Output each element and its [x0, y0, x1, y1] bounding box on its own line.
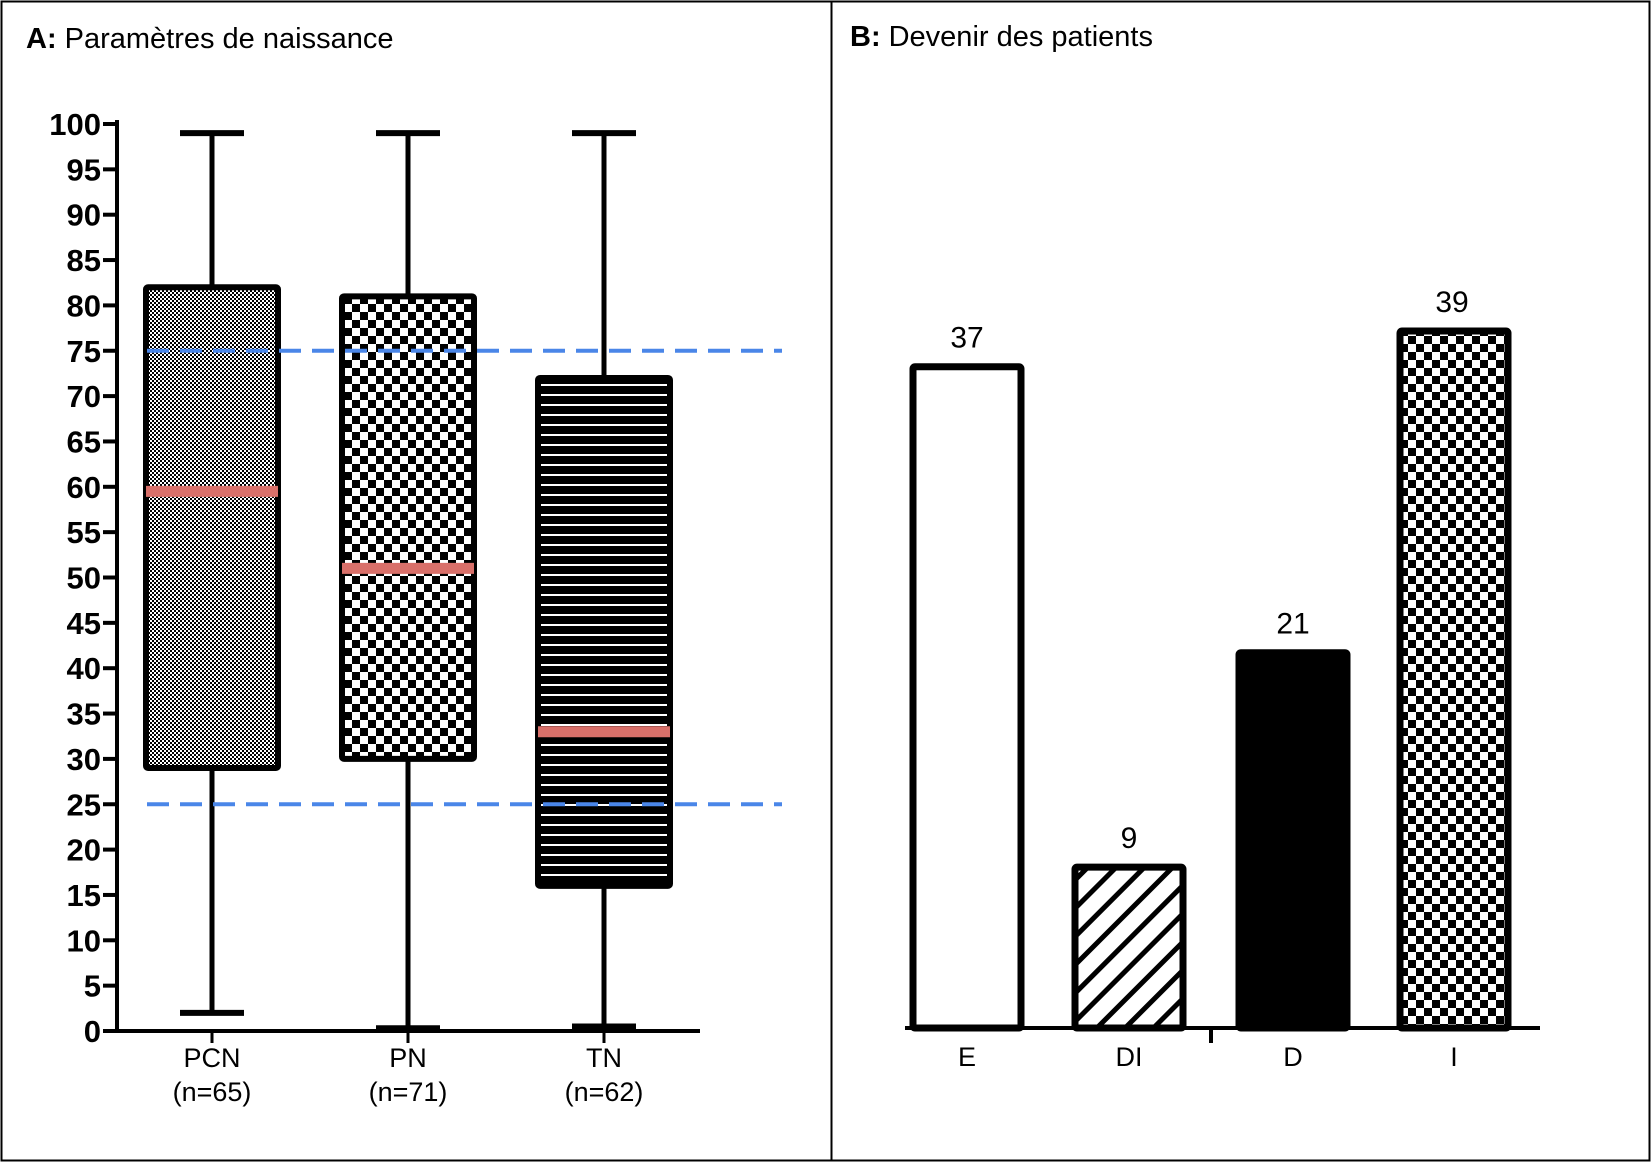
y-tick-label: 40	[67, 651, 101, 686]
bar-i	[1396, 327, 1512, 1032]
y-tick-label: 65	[67, 424, 101, 459]
x-category-label: PN	[389, 1043, 427, 1073]
x-category-label: TN	[586, 1043, 622, 1073]
bar-chart: 37 E 9 DI 21 D 39 I	[905, 286, 1540, 1072]
panel-b-frame	[830, 0, 1651, 1162]
y-tick-label: 95	[67, 152, 101, 187]
y-tick-label: 85	[67, 243, 101, 278]
bar-value-label: 37	[950, 322, 983, 355]
y-tick-label: 50	[67, 561, 101, 596]
y-tick-label: 0	[84, 1014, 101, 1049]
bar-value-label: 21	[1276, 608, 1309, 641]
bar-value-label: 39	[1435, 286, 1468, 319]
panel-b-title-text: Devenir des patients	[889, 21, 1153, 53]
x-category-label: E	[958, 1042, 976, 1072]
y-tick-label: 55	[67, 515, 101, 550]
y-tick-label: 75	[67, 334, 101, 369]
y-tick-label: 15	[67, 878, 101, 913]
x-category-count: (n=62)	[565, 1077, 644, 1107]
bar-d	[1235, 649, 1351, 1032]
bar-di	[1071, 863, 1187, 1032]
y-tick-label: 35	[67, 697, 101, 732]
y-tick-label: 30	[67, 742, 101, 777]
box-iqr	[339, 293, 477, 762]
panel-b-title: B: Devenir des patients	[850, 21, 1153, 53]
x-category-label: PCN	[183, 1043, 240, 1073]
y-tick-label: 10	[67, 923, 101, 958]
panel-b-letter: B:	[850, 21, 881, 53]
y-tick-label: 25	[67, 787, 101, 822]
box-iqr	[535, 374, 673, 889]
panel-a-letter: A:	[26, 23, 57, 55]
y-tick-label: 5	[84, 969, 101, 1004]
bar-e	[909, 363, 1025, 1032]
y-tick-label: 80	[67, 288, 101, 323]
box-pcn	[143, 130, 281, 1016]
y-tick-label: 20	[67, 833, 101, 868]
box-iqr	[143, 284, 281, 771]
bar-value-label: 9	[1121, 822, 1138, 855]
x-category-label: DI	[1116, 1042, 1143, 1072]
panel-a-title-text: Paramètres de naissance	[65, 23, 394, 55]
y-tick-label: 100	[49, 107, 101, 142]
y-tick-label: 45	[67, 606, 101, 641]
y-tick-label: 90	[67, 198, 101, 233]
panel-a-title: A: Paramètres de naissance	[26, 23, 393, 55]
x-category-count: (n=71)	[369, 1077, 448, 1107]
x-category-label: D	[1283, 1042, 1303, 1072]
x-category-label: I	[1450, 1042, 1458, 1072]
box-plot-chart: 0 5 10 15 20 25 30 35 40 45 50 55 60 65 70 75 80 85 90 95 10…	[49, 107, 782, 1107]
x-category-count: (n=65)	[173, 1077, 252, 1107]
box-pn	[339, 130, 477, 1032]
y-tick-label: 70	[67, 379, 101, 414]
y-tick-label: 60	[67, 470, 101, 505]
box-tn	[535, 130, 673, 1030]
